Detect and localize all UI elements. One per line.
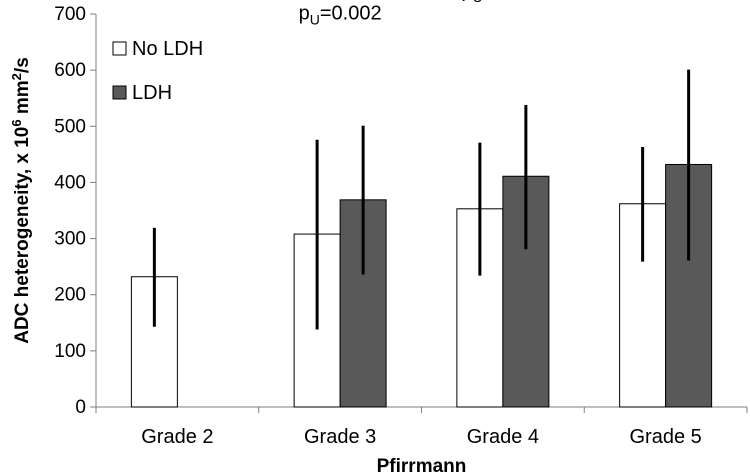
y-tick-label: 0	[75, 397, 86, 418]
x-axis-title: Pfirrmann	[377, 456, 467, 475]
y-tick-label: 200	[54, 285, 86, 306]
y-tick-label: 500	[54, 116, 86, 137]
y-tick-label: 600	[54, 60, 86, 81]
legend-label: No LDH	[132, 38, 203, 60]
x-tick-label: Grade 4	[467, 426, 539, 448]
legend-swatch-ldh	[112, 85, 127, 100]
y-tick-label: 400	[54, 172, 86, 193]
x-tick-label: Grade 5	[629, 426, 701, 448]
y-axis-title: ADC heterogeneity, x 106 mm2/s	[9, 57, 33, 344]
y-tick-label: 100	[54, 341, 86, 362]
x-tick-label: Grade 3	[304, 426, 376, 448]
p-value-annotation: pU=0.002	[299, 3, 382, 28]
p-value-annotation: pU=0.012	[461, 0, 544, 5]
x-tick-label: Grade 2	[141, 426, 213, 448]
y-tick-label: 700	[54, 4, 86, 25]
legend-label: LDH	[132, 82, 172, 104]
legend-swatch-no-ldh	[112, 41, 127, 56]
y-tick-label: 300	[54, 229, 86, 250]
